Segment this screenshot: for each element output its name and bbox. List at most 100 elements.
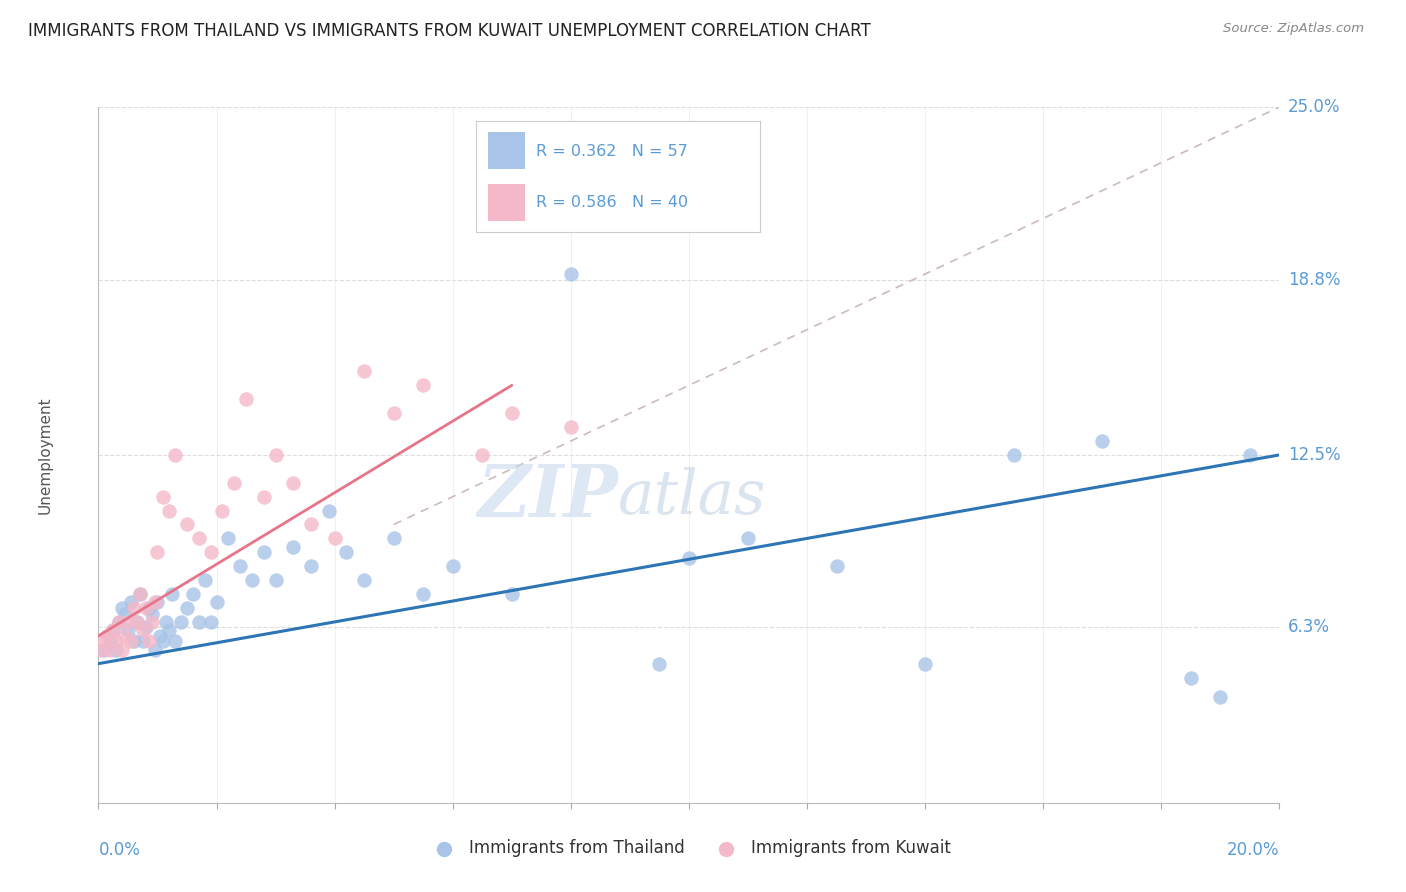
Point	[1180, 671, 1202, 685]
Point	[283, 475, 305, 490]
Point	[114, 629, 136, 643]
Point	[122, 601, 145, 615]
Text: Unemployment: Unemployment	[38, 396, 53, 514]
Point	[132, 624, 155, 638]
Point	[353, 573, 375, 587]
Point	[737, 532, 759, 546]
Point	[253, 545, 276, 559]
Point	[382, 406, 405, 420]
Point	[211, 503, 233, 517]
Text: Source: ZipAtlas.com: Source: ZipAtlas.com	[1223, 22, 1364, 36]
Point	[217, 532, 239, 546]
Point	[146, 545, 169, 559]
Point	[96, 629, 118, 643]
Point	[181, 587, 204, 601]
Point	[93, 634, 115, 648]
Point	[125, 615, 148, 629]
Text: 6.3%: 6.3%	[1288, 618, 1330, 637]
Point	[143, 642, 166, 657]
Point	[253, 490, 276, 504]
Point	[157, 624, 180, 638]
Point	[678, 550, 700, 565]
Point	[501, 406, 523, 420]
Point	[825, 559, 848, 574]
Point	[125, 615, 148, 629]
Point	[141, 615, 163, 629]
Point	[170, 615, 193, 629]
Point	[200, 615, 222, 629]
Point	[146, 595, 169, 609]
Point	[187, 532, 209, 546]
Text: 20.0%: 20.0%	[1227, 841, 1279, 859]
Point	[162, 587, 183, 601]
Point	[353, 364, 375, 378]
Legend: Immigrants from Thailand, Immigrants from Kuwait: Immigrants from Thailand, Immigrants fro…	[420, 833, 957, 864]
Point	[323, 532, 346, 546]
Point	[132, 634, 155, 648]
Text: 18.8%: 18.8%	[1288, 270, 1340, 289]
Point	[98, 634, 121, 648]
Point	[560, 267, 582, 281]
Point	[111, 642, 134, 657]
Point	[128, 587, 150, 601]
Point	[138, 634, 160, 648]
Point	[299, 559, 322, 574]
Point	[165, 448, 187, 462]
Point	[135, 620, 157, 634]
Point	[412, 587, 434, 601]
Point	[108, 615, 131, 629]
Point	[187, 615, 209, 629]
Point	[114, 607, 136, 621]
Text: 12.5%: 12.5%	[1288, 446, 1340, 464]
Point	[1239, 448, 1261, 462]
Text: IMMIGRANTS FROM THAILAND VS IMMIGRANTS FROM KUWAIT UNEMPLOYMENT CORRELATION CHAR: IMMIGRANTS FROM THAILAND VS IMMIGRANTS F…	[28, 22, 870, 40]
Point	[93, 642, 115, 657]
Point	[441, 559, 464, 574]
Point	[224, 475, 246, 490]
Point	[335, 545, 357, 559]
Point	[1002, 448, 1025, 462]
Point	[149, 629, 172, 643]
Point	[117, 624, 139, 638]
Text: ZIP: ZIP	[477, 461, 619, 533]
Point	[471, 448, 494, 462]
Point	[117, 615, 139, 629]
Point	[318, 503, 340, 517]
Point	[1209, 690, 1232, 704]
Point	[648, 657, 671, 671]
Point	[96, 629, 118, 643]
Point	[176, 601, 198, 615]
Point	[98, 642, 121, 657]
Point	[235, 392, 257, 407]
Point	[108, 615, 131, 629]
Point	[128, 587, 150, 601]
Point	[382, 532, 405, 546]
Point	[90, 642, 112, 657]
Point	[264, 573, 287, 587]
Point	[122, 634, 145, 648]
Point	[103, 624, 125, 638]
Point	[152, 490, 174, 504]
Point	[412, 378, 434, 392]
Point	[120, 595, 142, 609]
Point	[200, 545, 222, 559]
Point	[103, 624, 125, 638]
Point	[120, 634, 142, 648]
Point	[165, 634, 187, 648]
Point	[141, 607, 163, 621]
Point	[501, 587, 523, 601]
Text: 0.0%: 0.0%	[98, 841, 141, 859]
Point	[176, 517, 198, 532]
Point	[229, 559, 252, 574]
Point	[283, 540, 305, 554]
Point	[157, 503, 180, 517]
Point	[914, 657, 936, 671]
Point	[299, 517, 322, 532]
Point	[152, 634, 174, 648]
Point	[143, 595, 166, 609]
Point	[1091, 434, 1114, 448]
Point	[240, 573, 263, 587]
Point	[264, 448, 287, 462]
Point	[194, 573, 217, 587]
Point	[155, 615, 177, 629]
